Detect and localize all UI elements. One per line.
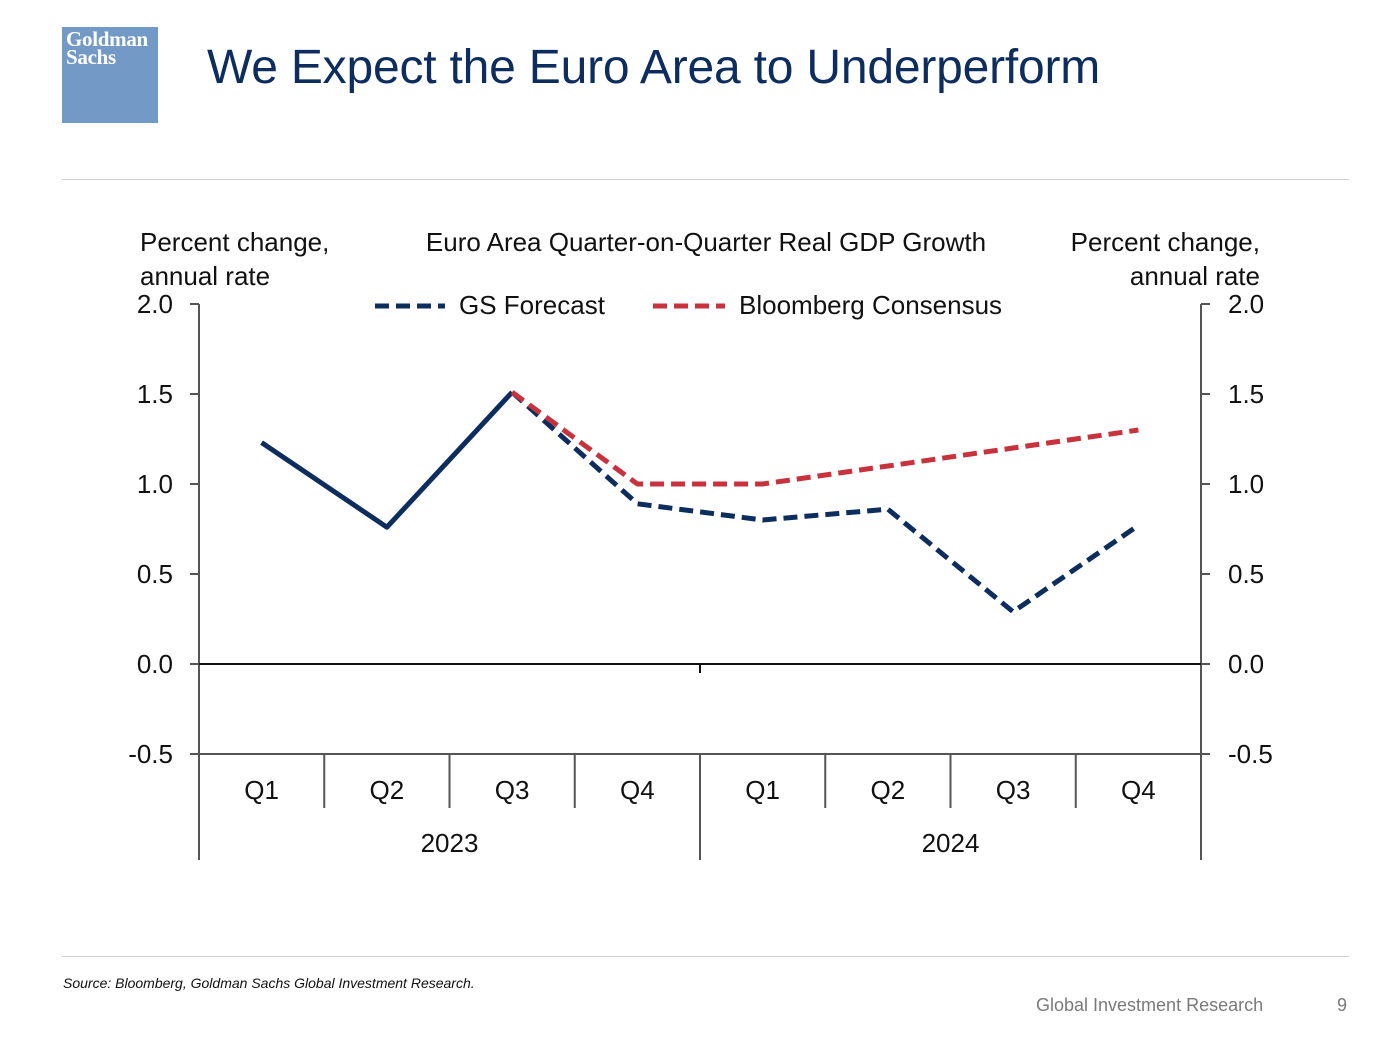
x-tick-label: Q3 bbox=[996, 775, 1031, 805]
y-axis-label-left: Percent change, annual rate bbox=[140, 227, 329, 291]
source-note: Source: Bloomberg, Goldman Sachs Global … bbox=[63, 975, 475, 991]
y-tick-label-left: 0.0 bbox=[137, 649, 173, 679]
y-tick-label-right: 2.0 bbox=[1228, 289, 1264, 319]
x-tick-label: Q1 bbox=[244, 775, 279, 805]
footer-label: Global Investment Research bbox=[1036, 995, 1264, 1015]
y-tick-label-left: 2.0 bbox=[137, 289, 173, 319]
year-label-2024: 2024 bbox=[922, 828, 980, 858]
x-tick-label: Q2 bbox=[370, 775, 405, 805]
y-axis-label-left-line: Percent change, bbox=[140, 227, 329, 257]
y-tick-label-left: 0.5 bbox=[137, 559, 173, 589]
y-tick-label-right: 0.5 bbox=[1228, 559, 1264, 589]
y-tick-label-left: -0.5 bbox=[128, 739, 173, 769]
y-tick-label-right: 1.0 bbox=[1228, 469, 1264, 499]
y-tick-label-left: 1.0 bbox=[137, 469, 173, 499]
legend-label-gs-forecast: GS Forecast bbox=[459, 290, 606, 320]
y-axis-label-right: Percent change, annual rate bbox=[1071, 227, 1260, 291]
logo-text: Goldman Sachs bbox=[66, 27, 148, 69]
y-axis-label-left-line: annual rate bbox=[140, 261, 270, 291]
page-number: 9 bbox=[1337, 995, 1348, 1015]
y-tick-label-right: 0.0 bbox=[1228, 649, 1264, 679]
x-tick-label: Q2 bbox=[871, 775, 906, 805]
y-tick-label-left: 1.5 bbox=[137, 379, 173, 409]
chart-title: Euro Area Quarter-on-Quarter Real GDP Gr… bbox=[426, 227, 986, 257]
y-axis-label-right-line: Percent change, bbox=[1071, 227, 1260, 257]
x-tick-label: Q1 bbox=[745, 775, 780, 805]
goldman-sachs-logo: Goldman Sachs bbox=[62, 27, 158, 123]
footer-divider bbox=[62, 956, 1349, 957]
series-line-bloomberg-consensus bbox=[510, 390, 1139, 487]
x-tick-label: Q4 bbox=[1121, 775, 1156, 805]
y-tick-label-right: -0.5 bbox=[1228, 739, 1273, 769]
series-line-gs-forecast bbox=[510, 390, 1140, 615]
legend-label-bloomberg-consensus: Bloomberg Consensus bbox=[739, 290, 1002, 320]
series-line-actual bbox=[260, 390, 514, 530]
x-tick-label: Q4 bbox=[620, 775, 655, 805]
year-label-2023: 2023 bbox=[421, 828, 479, 858]
header-divider bbox=[62, 179, 1349, 180]
slide-title: We Expect the Euro Area to Underperform bbox=[207, 41, 1101, 94]
y-tick-label-right: 1.5 bbox=[1228, 379, 1264, 409]
x-tick-label: Q3 bbox=[495, 775, 530, 805]
y-axis-label-right-line: annual rate bbox=[1130, 261, 1260, 291]
